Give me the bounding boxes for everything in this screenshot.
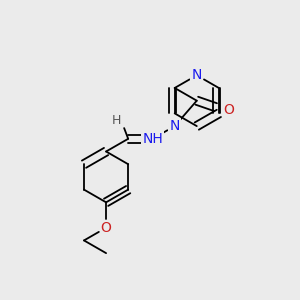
Text: N: N	[169, 119, 180, 133]
Text: N: N	[192, 68, 202, 82]
Text: O: O	[101, 221, 112, 235]
Text: NH: NH	[142, 132, 163, 146]
Text: O: O	[224, 103, 234, 117]
Text: H: H	[112, 114, 121, 127]
